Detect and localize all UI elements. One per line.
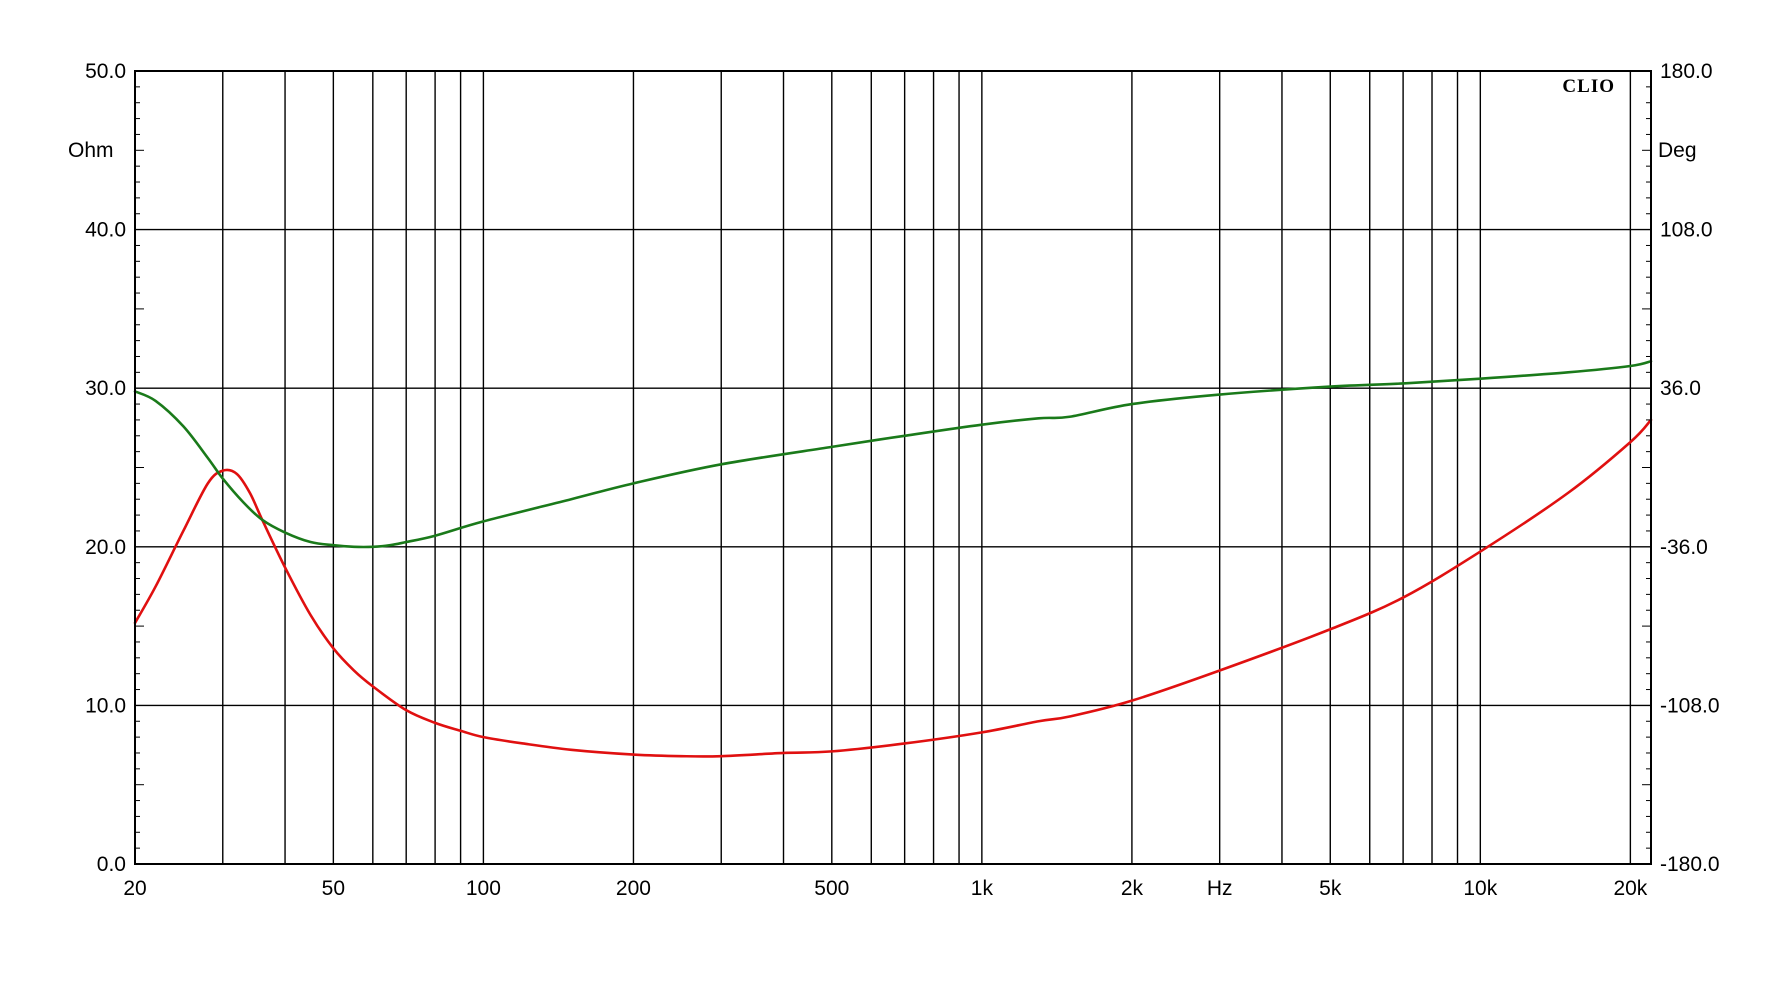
y-left-tick-label: 10.0 xyxy=(85,694,126,717)
x-tick-label: 500 xyxy=(814,877,849,900)
y-left-tick-label: 40.0 xyxy=(85,219,126,242)
x-tick-label: 5k xyxy=(1319,877,1342,900)
x-tick-label: 50 xyxy=(322,877,345,900)
x-tick-label: 2k xyxy=(1121,877,1144,900)
curves xyxy=(133,359,1653,758)
y-left-unit-label: Ohm xyxy=(68,139,114,162)
x-tick-label: 10k xyxy=(1463,877,1497,900)
x-tick-label: 20k xyxy=(1613,877,1647,900)
y-right-tick-label: 108.0 xyxy=(1660,219,1713,242)
y-right-ticks: -180.0 -108.0 -36.0 36.0 108.0 180.0 xyxy=(1642,60,1720,876)
brand-logo: CLIO xyxy=(1562,76,1615,97)
y-left-tick-label: 20.0 xyxy=(85,536,126,559)
x-tick-label: 200 xyxy=(616,877,651,900)
series-line-green xyxy=(133,359,1653,549)
y-left-ticks: 0.0 10.0 20.0 30.0 40.0 50.0 xyxy=(85,60,144,876)
y-left-tick-label: 30.0 xyxy=(85,377,126,400)
y-right-tick-label: -36.0 xyxy=(1660,536,1708,559)
y-right-tick-label: -180.0 xyxy=(1660,853,1720,876)
x-tick-label: 1k xyxy=(971,877,994,900)
y-right-tick-label: 180.0 xyxy=(1660,60,1713,83)
x-unit-label: Hz xyxy=(1207,877,1233,900)
y-right-tick-label: -108.0 xyxy=(1660,694,1720,717)
series-line-red xyxy=(133,418,1653,758)
y-left-tick-label: 0.0 xyxy=(97,853,126,876)
y-right-tick-label: 36.0 xyxy=(1660,377,1701,400)
x-tick-label: 20 xyxy=(123,877,146,900)
x-tick-label: 100 xyxy=(466,877,501,900)
y-left-tick-label: 50.0 xyxy=(85,60,126,83)
y-right-unit-label: Deg xyxy=(1658,139,1697,162)
x-tick-labels: 20 50 100 200 500 1k 2k 5k 10k 20k xyxy=(123,877,1647,900)
